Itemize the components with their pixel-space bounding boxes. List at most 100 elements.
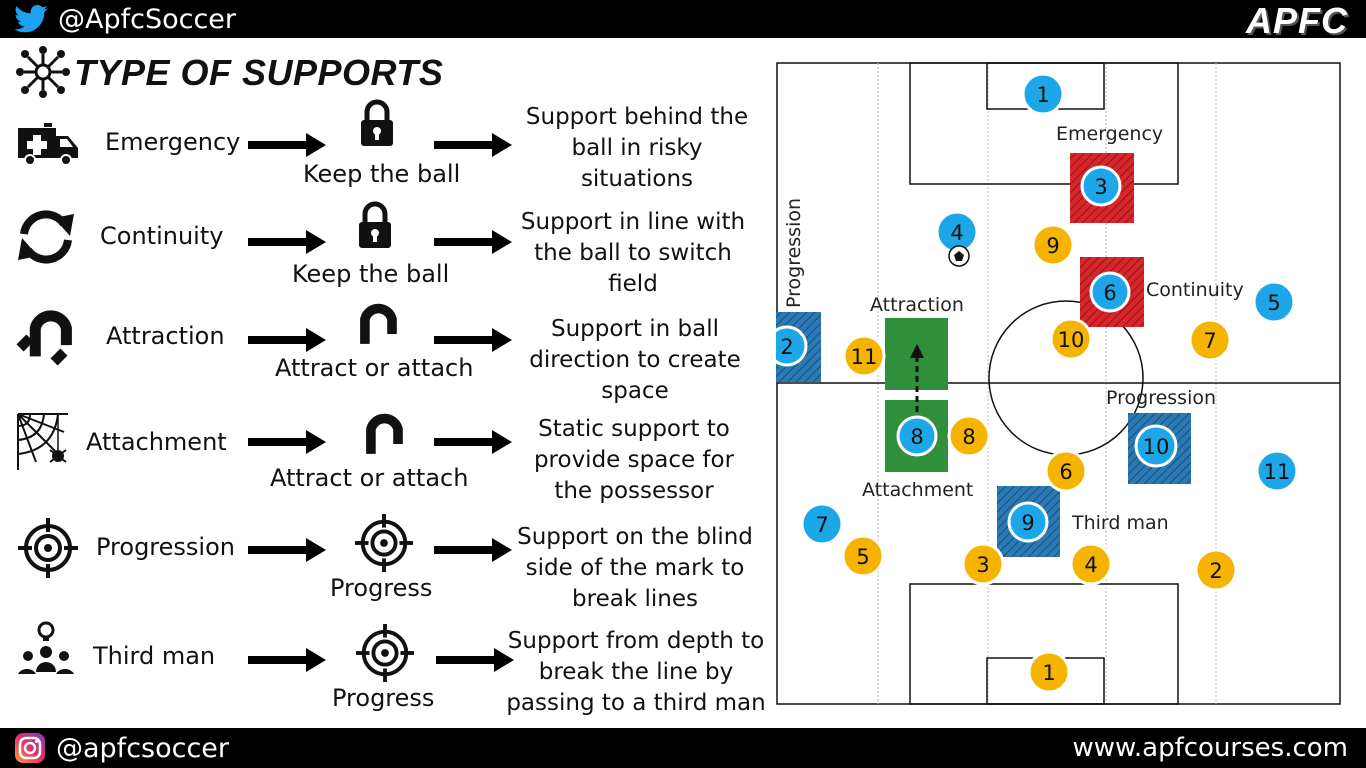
svg-text:4: 4	[1084, 553, 1097, 577]
consequence-attract-or-attach: Attract or attach	[270, 464, 469, 492]
support-description: Support from depth to break the line by …	[506, 626, 766, 719]
website-link[interactable]: www.apfcourses.com	[1072, 733, 1348, 763]
player-blue-8: 8	[896, 415, 938, 457]
player-blue-6: 6	[1089, 271, 1131, 313]
desc-line: field	[608, 271, 658, 297]
consequence-attract-or-attach: Attract or attach	[275, 354, 474, 382]
magnet-icon	[360, 303, 397, 344]
desc-line: side of the mark to	[525, 555, 745, 581]
player-blue-3: 3	[1080, 165, 1122, 207]
desc-line: Static support to	[538, 416, 730, 442]
zone-label-progression-vertical: Progression	[783, 198, 805, 308]
zone-label-third-man: Third man	[1071, 512, 1169, 534]
svg-text:3: 3	[1094, 175, 1107, 199]
instagram-handle: @apfcsoccer	[56, 732, 230, 764]
player-blue-10: 10	[1134, 424, 1178, 468]
desc-line: provide space for	[533, 447, 735, 473]
svg-text:6: 6	[1059, 460, 1072, 484]
zone-label-emergency: Emergency	[1056, 123, 1163, 145]
desc-line: Support on the blind	[517, 524, 753, 550]
arrow-icon	[434, 133, 512, 157]
magnet-icon	[366, 413, 403, 454]
support-description: Static support to provide space for the …	[504, 414, 764, 507]
support-label-continuity: Continuity	[100, 222, 224, 250]
player-blue-11: 11	[1255, 449, 1299, 493]
support-label-third-man: Third man	[93, 642, 216, 670]
player-yellow-9: 9	[1031, 223, 1075, 267]
desc-line: ball in risky	[571, 135, 703, 161]
consequence-progress: Progress	[332, 684, 435, 712]
arrow-icon	[248, 648, 326, 672]
support-description: Support in line with the ball to switch …	[503, 207, 763, 300]
player-yellow-11: 11	[842, 334, 886, 378]
desc-line: direction to create	[529, 347, 741, 373]
player-blue-2: 2	[776, 325, 808, 367]
svg-text:8: 8	[962, 425, 975, 449]
magnet-icon	[16, 310, 72, 366]
player-blue-9: 9	[1007, 501, 1049, 543]
svg-text:10: 10	[1143, 435, 1170, 459]
pitch-diagram: Emergency Progression Attraction Continu…	[776, 62, 1341, 705]
arrow-icon	[434, 328, 512, 352]
support-label-attachment: Attachment	[86, 428, 227, 456]
svg-text:11: 11	[1264, 460, 1291, 484]
arrow-icon	[434, 430, 512, 454]
zone-label-attraction: Attraction	[870, 294, 964, 316]
desc-line: Support in ball	[551, 316, 719, 342]
support-label-attraction: Attraction	[106, 322, 225, 350]
desc-line: the ball to switch	[534, 240, 732, 266]
support-description: Support in ball direction to create spac…	[505, 314, 765, 407]
consequence-keep-the-ball: Keep the ball	[303, 160, 461, 188]
desc-line: break the line by	[538, 659, 734, 685]
lock-icon	[361, 99, 393, 146]
zone-label-attachment: Attachment	[862, 479, 973, 501]
player-yellow-2: 2	[1194, 548, 1238, 592]
support-label-progression: Progression	[96, 533, 235, 561]
player-yellow-6: 6	[1044, 449, 1088, 493]
svg-text:1: 1	[1042, 661, 1055, 685]
arrow-icon	[434, 230, 512, 254]
arrow-icon	[248, 133, 326, 157]
top-bar: @ApfcSoccer APFC	[0, 0, 1366, 41]
svg-text:11: 11	[851, 345, 878, 369]
player-yellow-10: 10	[1049, 317, 1093, 361]
zone-label-progression: Progression	[1106, 387, 1216, 409]
crosshair-icon	[356, 624, 414, 682]
network-people-icon	[16, 46, 70, 98]
brand-logo: APFC	[1246, 0, 1348, 41]
desc-line: Support behind the	[525, 104, 749, 130]
player-yellow-8: 8	[947, 414, 991, 458]
support-description: Support behind the ball in risky situati…	[507, 102, 767, 195]
svg-text:8: 8	[910, 425, 923, 449]
svg-text:9: 9	[1046, 234, 1059, 258]
svg-text:2: 2	[780, 335, 793, 359]
player-yellow-5: 5	[841, 534, 885, 578]
arrow-icon	[434, 538, 512, 562]
movement-arrow-icon	[910, 344, 924, 412]
support-description: Support on the blind side of the mark to…	[505, 522, 765, 615]
svg-text:3: 3	[976, 553, 989, 577]
desc-line: situations	[580, 166, 694, 192]
bottom-bar: @apfcsoccer www.apfcourses.com	[0, 728, 1366, 768]
player-yellow-7: 7	[1188, 318, 1232, 362]
player-blue-7: 7	[800, 502, 844, 546]
player-blue-1: 1	[1021, 72, 1065, 116]
team-idea-icon	[18, 621, 74, 674]
svg-text:6: 6	[1103, 281, 1116, 305]
desc-line: space	[601, 378, 669, 404]
svg-text:1: 1	[1036, 83, 1049, 107]
desc-line: Support in line with	[520, 209, 746, 235]
arrow-icon	[248, 230, 326, 254]
page-title: TYPE OF SUPPORTS	[74, 52, 444, 93]
ball-icon	[948, 245, 970, 267]
consequence-keep-the-ball: Keep the ball	[292, 260, 450, 288]
svg-text:10: 10	[1058, 328, 1085, 352]
spider-web-icon	[17, 413, 68, 470]
desc-line: the possessor	[554, 478, 714, 504]
player-yellow-3: 3	[961, 542, 1005, 586]
instagram-icon	[15, 733, 45, 763]
twitter-bird-icon	[14, 5, 48, 33]
svg-text:5: 5	[1267, 291, 1280, 315]
arrow-icon	[436, 648, 514, 672]
svg-text:9: 9	[1021, 511, 1034, 535]
